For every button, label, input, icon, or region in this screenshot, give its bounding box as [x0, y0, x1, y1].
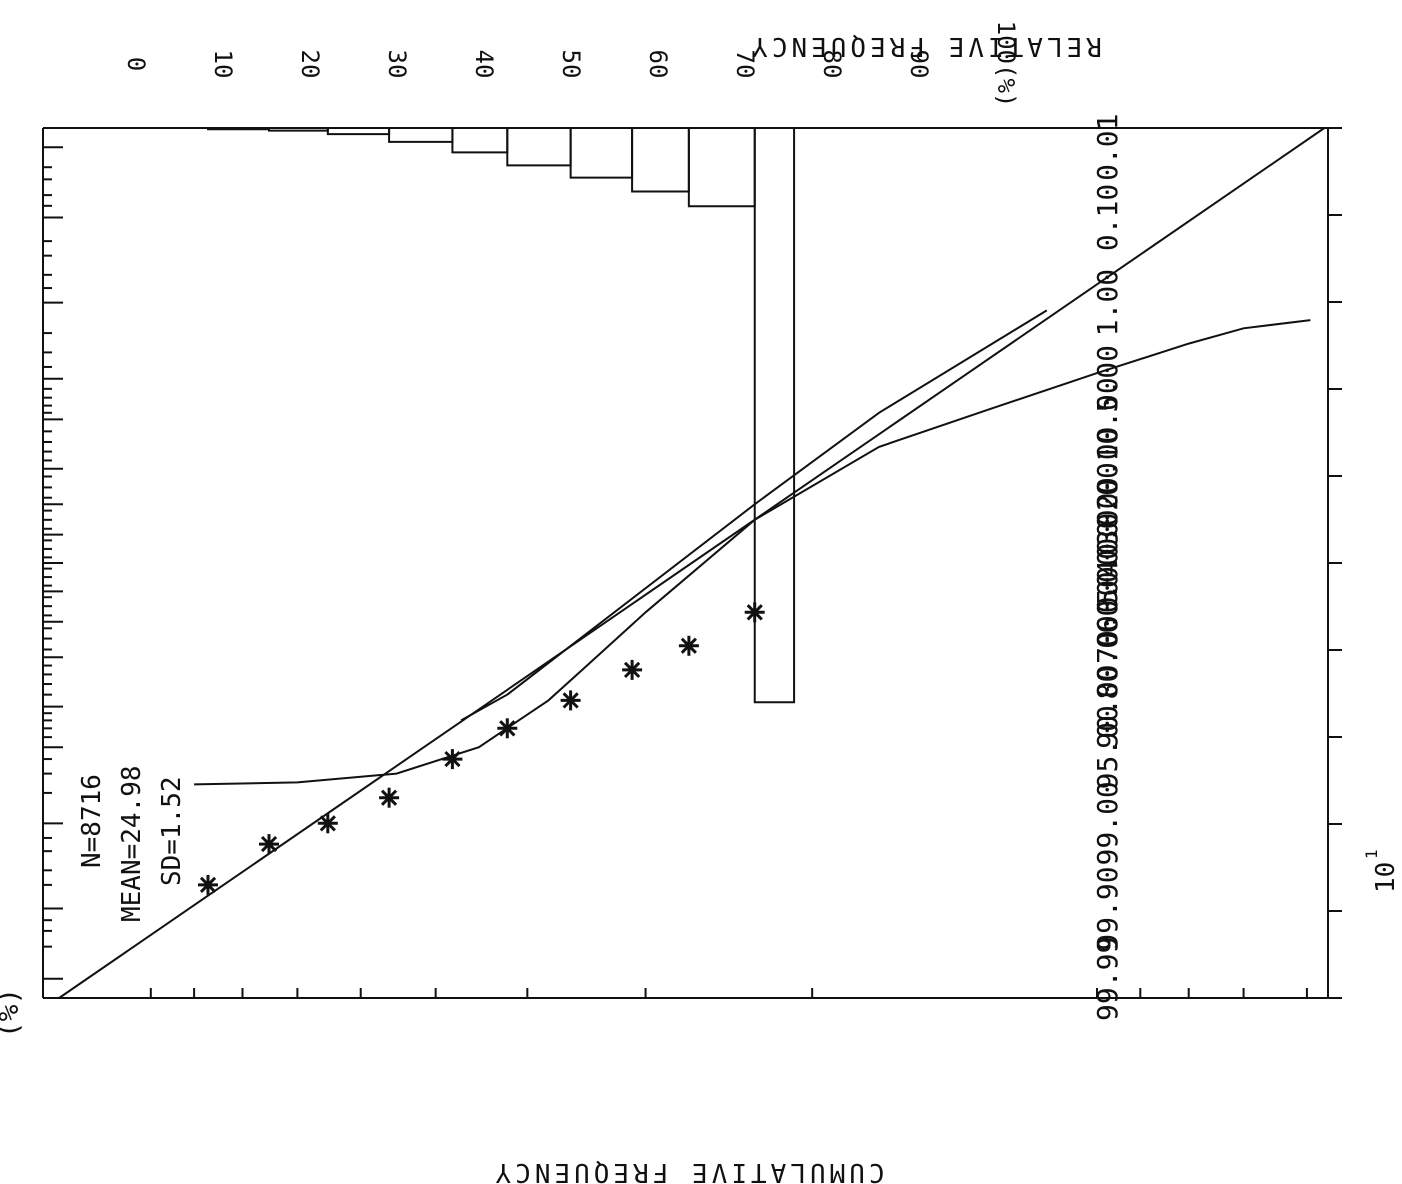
data-point: [622, 659, 643, 680]
rel-tick-label: 80: [818, 50, 846, 79]
prob-tick-label: 50.00: [1091, 521, 1124, 605]
prob-tick-label: 99.90: [1091, 866, 1124, 950]
histogram-bar: [631, 128, 690, 193]
data-point: [317, 813, 338, 834]
rel-tick-label: 50: [557, 50, 585, 79]
rel-tick-label: 60: [644, 50, 672, 79]
data-point: [259, 834, 279, 855]
rel-tick-label: 70: [731, 50, 759, 79]
prob-tick-label: 0.01: [1091, 113, 1124, 180]
histogram-bar: [388, 128, 454, 143]
data-point: [442, 749, 463, 770]
rel-tick-label: 90: [905, 50, 933, 79]
prob-tick-label: 0.10: [1091, 184, 1124, 251]
data-point: [379, 787, 400, 808]
labels-layer: 99.9999.9099.0095.0090.0080.0070.0060.00…: [122, 21, 1401, 1021]
stat-mean: MEAN=24.98: [117, 765, 147, 922]
prob-tick-label: 10.00: [1091, 377, 1124, 461]
top-axis-title: RELATIVE FREQUENCY: [748, 31, 1102, 61]
histogram-bar: [753, 128, 796, 704]
stat-n: N=8716: [77, 774, 107, 868]
histogram-bar: [451, 128, 509, 154]
prob-tick-label: 60.00: [1091, 549, 1124, 633]
stat-sd: SD=1.52: [157, 776, 187, 886]
log-axis-label: 101: [1362, 849, 1401, 893]
left-axis-unit: (%): [0, 988, 25, 1039]
fit-lines-layer: [58, 127, 1325, 999]
log-exponent: 1: [1362, 849, 1381, 859]
log-base: 10: [1371, 862, 1401, 893]
rel-tick-label: 10: [209, 50, 237, 79]
histogram-bar: [207, 128, 271, 131]
histogram-bar: [506, 128, 572, 167]
data-point: [198, 874, 218, 895]
fit-line-curved: [194, 319, 1311, 786]
prob-tick-label: 95.00: [1091, 705, 1124, 789]
prob-tick-label: 40.00: [1091, 492, 1124, 576]
data-point: [560, 690, 581, 711]
left-axis-title: CUMULATIVE FREQUENCY: [491, 1157, 884, 1184]
prob-tick-label: 70.00: [1091, 580, 1124, 664]
prob-tick-label: 90.00: [1091, 664, 1124, 748]
histogram-bar: [569, 128, 634, 179]
data-point: [744, 602, 765, 623]
points-layer: [198, 602, 765, 895]
axes-layer: [42, 127, 1342, 999]
fit-line-short-straight: [460, 309, 1048, 722]
data-point: [678, 635, 699, 656]
rel-tick-label: 100(%): [992, 21, 1020, 108]
prob-tick-label: 30.00: [1091, 462, 1124, 546]
prob-tick-label: 80.00: [1091, 615, 1124, 699]
rel-tick-label: 30: [383, 50, 411, 79]
rel-tick-label: 20: [296, 50, 324, 79]
prob-tick-label: 20.00: [1091, 427, 1124, 511]
rel-tick-label: 40: [470, 50, 498, 79]
prob-tick-label: 1.00: [1091, 269, 1124, 336]
fit-line-long-straight: [58, 127, 1325, 999]
rel-tick-label: 0: [122, 57, 150, 71]
prob-tick-label: 99.00: [1091, 781, 1124, 865]
histogram-layer: [207, 128, 796, 704]
prob-tick-label: 5.00: [1091, 345, 1124, 412]
data-point: [497, 718, 518, 739]
histogram-bar: [687, 128, 756, 208]
prob-tick-label: 99.99: [1091, 937, 1124, 1021]
